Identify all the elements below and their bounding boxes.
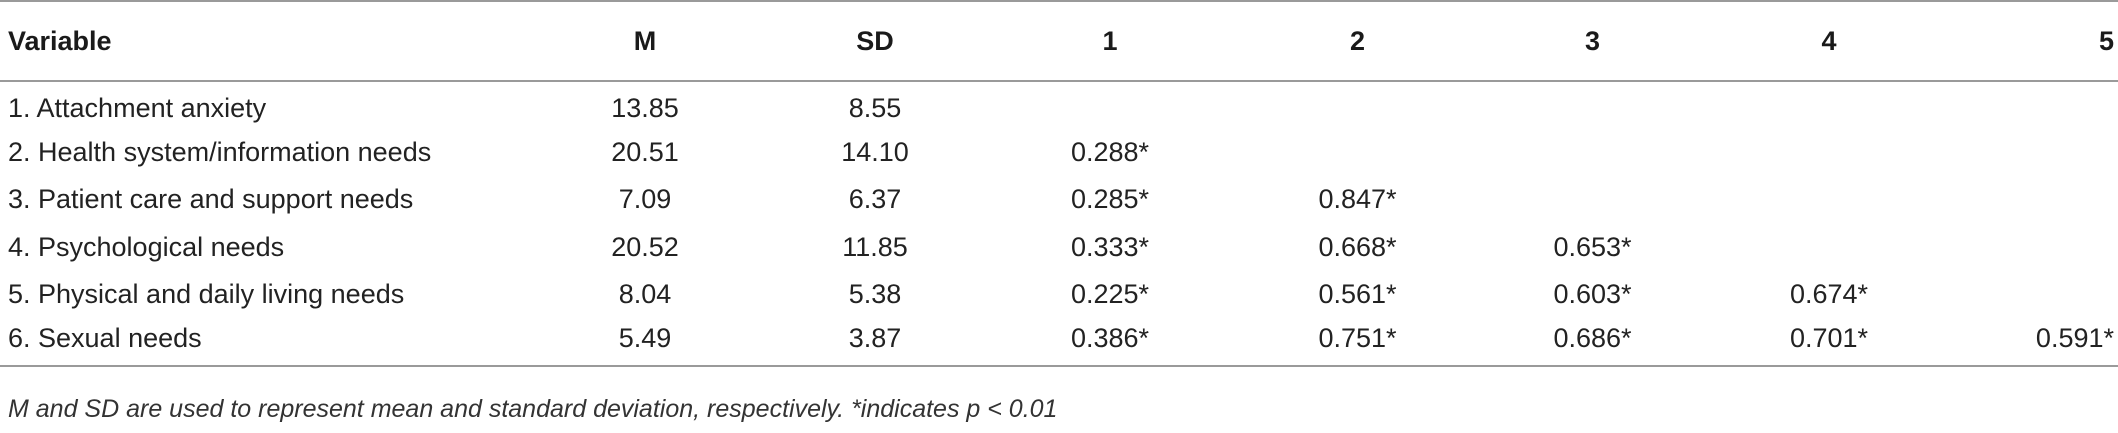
sd-cell: 8.55 [848,92,902,123]
sd-cell: 11.85 [842,231,908,262]
corr-cell-5 [1948,224,2118,272]
variable-cell: 5. Physical and daily living needs [8,279,405,310]
table-row: 4. Psychological needs 20.52 11.85 0.333… [0,224,2118,272]
corr-cell-1: 0.225* [1070,279,1150,310]
corr-cell-5 [1948,176,2118,224]
corr-cell-1: 0.288* [1070,136,1150,167]
corr-cell-1 [980,81,1240,129]
header-m: M [520,0,770,82]
corr-cell-3: 0.603* [1553,279,1632,310]
variable-cell: 3. Patient care and support needs [8,184,414,215]
corr-cell-2: 0.751* [1240,318,1475,367]
corr-cell-3: 0.653* [1553,231,1632,262]
table-row: 5. Physical and daily living needs 8.04 … [0,271,2118,319]
corr-cell-3 [1475,176,1710,224]
table-row: 2. Health system/information needs 20.51… [0,129,2118,177]
header-row: Variable M SD 1 2 3 4 5 [0,0,2118,82]
table-row: 1. Attachment anxiety 13.85 8.55 [0,81,2118,129]
header-2: 2 [1240,0,1475,82]
mean-cell: 7.09 [618,184,672,215]
corr-cell-5 [1948,81,2118,129]
corr-cell-5 [1948,271,2118,319]
corr-cell-2: 0.561* [1318,279,1397,310]
corr-cell-3 [1475,81,1710,129]
table-footnote: M and SD are used to represent mean and … [8,395,1058,423]
corr-cell-4 [1710,176,1948,224]
header-variable: Variable [0,0,520,82]
corr-cell-5 [1948,129,2118,177]
corr-cell-4 [1710,224,1948,272]
header-sd: SD [770,0,980,82]
corr-cell-3: 0.686* [1475,318,1710,367]
mean-cell: 20.52 [611,231,679,262]
mean-cell: 13.85 [611,92,679,123]
corr-cell-2 [1240,81,1475,129]
header-1: 1 [980,0,1240,82]
table-row: 6. Sexual needs 5.49 3.87 0.386* 0.751* … [0,318,2118,367]
variable-cell: 6. Sexual needs [0,318,520,367]
corr-cell-4 [1710,129,1948,177]
corr-cell-4: 0.674* [1789,279,1869,310]
corr-cell-1: 0.386* [980,318,1240,367]
header-3: 3 [1475,0,1710,82]
correlation-table: Variable M SD 1 2 3 4 5 1. Attachment an… [0,0,2118,367]
corr-cell-5: 0.591* [1948,318,2118,367]
sd-cell: 14.10 [841,136,909,167]
corr-cell-2: 0.668* [1318,231,1397,262]
variable-cell: 1. Attachment anxiety [8,92,267,123]
mean-cell: 8.04 [618,279,672,310]
mean-cell: 20.51 [611,136,679,167]
corr-cell-2 [1240,129,1475,177]
corr-cell-4 [1710,81,1948,129]
table-row: 3. Patient care and support needs 7.09 6… [0,176,2118,224]
corr-cell-3 [1475,129,1710,177]
sd-cell: 6.37 [848,184,902,215]
sd-cell: 5.38 [848,279,902,310]
variable-cell: 4. Psychological needs [8,231,285,262]
sd-cell: 3.87 [770,318,980,367]
corr-cell-1: 0.333* [1070,231,1150,262]
variable-cell: 2. Health system/information needs [8,136,432,167]
header-5: 5 [1948,0,2118,82]
mean-cell: 5.49 [520,318,770,367]
corr-cell-1: 0.285* [1070,184,1150,215]
corr-cell-2: 0.847* [1318,184,1397,215]
corr-cell-4: 0.701* [1710,318,1948,367]
header-4: 4 [1710,0,1948,82]
